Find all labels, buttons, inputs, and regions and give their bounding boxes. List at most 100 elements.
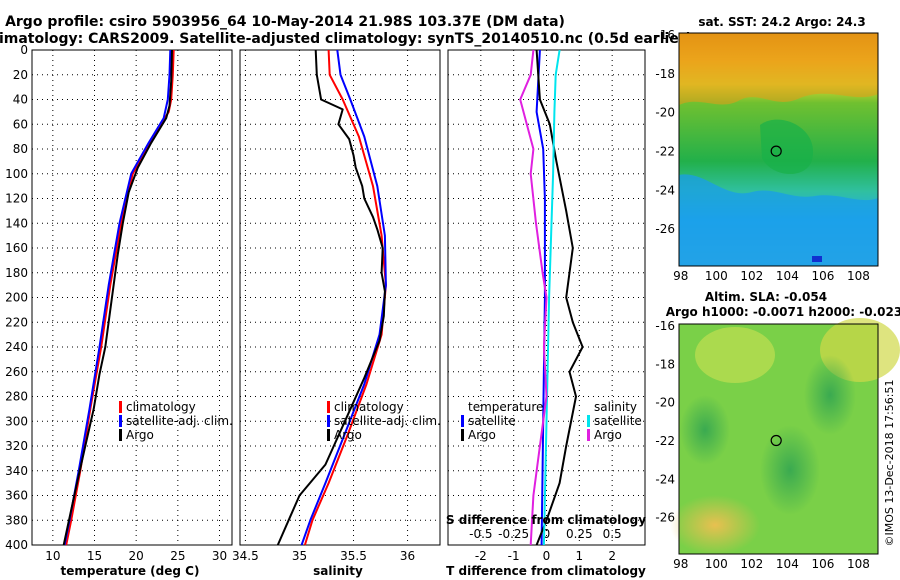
depth-tick-label: 360 <box>5 489 28 503</box>
x-tick-label: -1 <box>508 549 520 563</box>
map-lon-label: 98 <box>673 557 688 571</box>
depth-tick-label: 0 <box>20 43 28 57</box>
t-difference-tick-labels: -2 -1 0 1 2 <box>475 549 616 563</box>
map-lat-label: -24 <box>655 183 675 197</box>
map-lat-label: -16 <box>655 319 675 333</box>
legend-swatch-satellite-adj <box>119 415 122 427</box>
depth-tick-label: 80 <box>13 142 28 156</box>
sla-dark-blob <box>760 425 820 515</box>
salinity-tick-labels: 34.5 35 35.5 36 <box>232 549 415 563</box>
depth-tick-label: 20 <box>13 68 28 82</box>
map-lat-label: -26 <box>655 511 675 525</box>
figure-title-line1: Argo profile: csiro 5903956_64 10-May-20… <box>5 14 565 30</box>
map-lat-label: -18 <box>655 357 675 371</box>
sst-map-panel: sat. SST: 24.2 Argo: 24.3 98 100 102 104 106… <box>655 15 879 283</box>
sla-map-frame <box>678 323 879 555</box>
salinity-panel: 34.5 35 35.5 36 climatology satellite-adj. … <box>232 49 441 578</box>
legend-swatch-climatology <box>119 401 122 413</box>
s-diff-tick-label: -0.25 <box>498 527 529 541</box>
legend-label-t-satellite: satellite <box>468 414 516 428</box>
salinity-legend: climatology satellite-adj. clim. Argo <box>327 400 441 442</box>
argo-location-marker <box>770 145 782 157</box>
series-line-argo <box>62 49 173 546</box>
figure-title-line2: Climatology: CARS2009. Satellite-adjuste… <box>0 31 692 47</box>
x-tick-label: 2 <box>608 549 616 563</box>
x-tick-label: 35 <box>292 549 307 563</box>
sla-map-panel: Altim. SLA: -0.054 Argo h1000: -0.0071 h… <box>655 290 900 571</box>
depth-tick-label: 180 <box>5 266 28 280</box>
difference-series <box>519 49 584 546</box>
depth-tick-label: 400 <box>5 538 28 552</box>
x-tick-label: 1 <box>576 549 584 563</box>
depth-tick-label: 260 <box>5 365 28 379</box>
map-lon-label: 104 <box>776 269 799 283</box>
sst-green-tongue <box>760 119 814 175</box>
difference-legend: temperature satellite Argo salinity sate… <box>461 400 642 442</box>
series-line-satellite-adj-clim- <box>63 49 172 546</box>
series-line-salinity-satellite <box>542 49 561 546</box>
imos-timestamp: ©IMOS 13-Dec-2018 17:56:51 <box>883 380 896 547</box>
legend-label-climatology: climatology <box>334 400 404 414</box>
temperature-series <box>62 49 175 546</box>
sla-map-lon-labels: 98 100 102 104 106 108 <box>673 557 870 571</box>
depth-tick-label: 120 <box>5 192 28 206</box>
legend-swatch-s-satellite <box>587 415 590 427</box>
depth-tick-labels: 0 20 40 60 80 100 120 140 160 180 200 220 240 260 280 3… <box>5 43 28 552</box>
map-lat-label: -24 <box>655 472 675 486</box>
temperature-tick-labels: 10 15 20 25 30 <box>45 549 227 563</box>
legend-label-t-argo: Argo <box>468 428 496 442</box>
legend-swatch-argo <box>119 429 122 441</box>
map-lat-label: -20 <box>655 106 675 120</box>
depth-tick-label: 380 <box>5 513 28 527</box>
series-line-temperature-argo <box>535 49 584 546</box>
sst-map-lon-labels: 98 100 102 104 106 108 <box>673 269 870 283</box>
map-lon-label: 100 <box>705 269 728 283</box>
x-tick-label: -2 <box>475 549 487 563</box>
sst-map-frame <box>678 32 879 267</box>
s-diff-tick-label: 0.25 <box>566 527 593 541</box>
legend-heading-temperature: temperature <box>468 400 543 414</box>
sst-map-lat-labels: -16 -18 -20 -22 -24 -26 <box>655 28 675 236</box>
s-diff-tick-label: 0 <box>543 527 551 541</box>
temperature-gridlines <box>32 49 232 546</box>
map-lon-label: 98 <box>673 269 688 283</box>
legend-label-argo: Argo <box>334 428 362 442</box>
map-lon-label: 102 <box>740 557 763 571</box>
depth-tick-label: 40 <box>13 93 28 107</box>
depth-tick-label: 60 <box>13 117 28 131</box>
legend-swatch-satellite-adj <box>327 415 330 427</box>
sla-map-title: Altim. SLA: -0.054 <box>705 290 827 304</box>
series-line-satellite-adj-clim- <box>300 49 387 546</box>
legend-label-argo: Argo <box>126 428 154 442</box>
map-lat-label: -18 <box>655 67 675 81</box>
temperature-panel: 0 20 40 60 80 100 120 140 160 180 200 220 240 260 280 3… <box>5 43 233 578</box>
legend-heading-salinity: salinity <box>594 400 637 414</box>
sla-dark-blob <box>680 395 730 465</box>
s-difference-tick-labels: -0.5 -0.25 0 0.25 0.5 <box>469 527 622 541</box>
sst-map-title: sat. SST: 24.2 Argo: 24.3 <box>698 15 865 29</box>
depth-tick-label: 320 <box>5 439 28 453</box>
sst-dark-blue-patch <box>812 256 822 262</box>
legend-label-climatology: climatology <box>126 400 196 414</box>
difference-panel: -2 -1 0 1 2 -0.5 -0.25 0 0.25 0.5 temperature sa… <box>446 49 646 578</box>
map-lon-label: 106 <box>811 557 834 571</box>
series-line-argo <box>276 49 386 546</box>
sla-dark-blob <box>804 355 856 435</box>
s-diff-tick-label: -0.5 <box>469 527 492 541</box>
depth-tick-label: 140 <box>5 216 28 230</box>
legend-label-satellite-adj: satellite-adj. clim. <box>126 414 233 428</box>
depth-tick-label: 280 <box>5 390 28 404</box>
map-lat-label: -16 <box>655 28 675 42</box>
legend-swatch-climatology <box>327 401 330 413</box>
map-lat-label: -22 <box>655 144 675 158</box>
legend-label-s-satellite: satellite <box>594 414 642 428</box>
x-tick-label: 36 <box>400 549 415 563</box>
legend-swatch-t-argo <box>461 429 464 441</box>
map-lat-label: -26 <box>655 222 675 236</box>
depth-tick-label: 220 <box>5 315 28 329</box>
t-difference-axis-label: T difference from climatology <box>446 564 646 578</box>
sla-warm-blob <box>670 495 760 555</box>
x-tick-label: 34.5 <box>232 549 259 563</box>
map-lon-label: 104 <box>776 557 799 571</box>
